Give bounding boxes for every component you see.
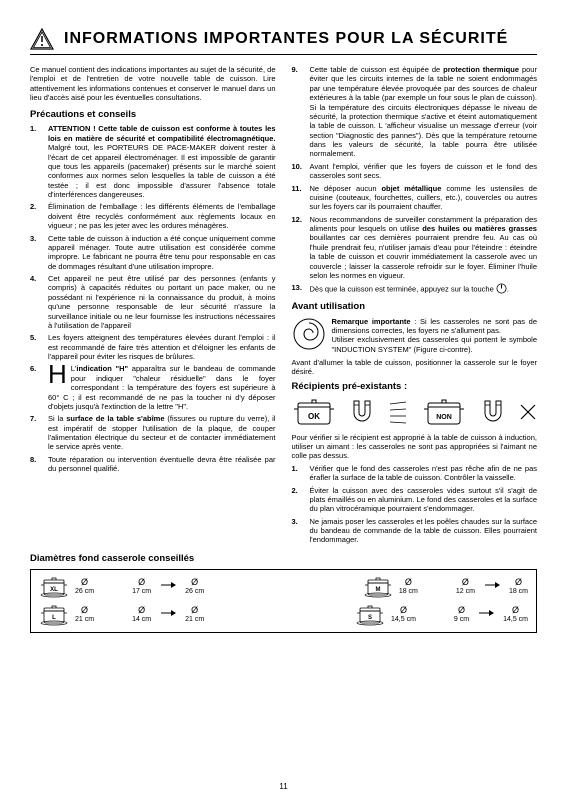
page-title: INFORMATIONS IMPORTANTES POUR LA SÉCURIT… — [64, 29, 508, 49]
svg-text:M: M — [375, 587, 380, 593]
avant-heading: Avant utilisation — [292, 301, 538, 313]
diameters-heading: Diamètres fond casserole conseillés — [30, 553, 537, 565]
pot-ok-icon: OK — [292, 397, 336, 427]
zone-s: S Ø14,5 cmØ9 cmØ14,5 cm — [355, 604, 528, 626]
list-item: Ne jamais poser les casseroles et les po… — [292, 517, 538, 545]
radiate-icon — [388, 400, 408, 424]
recipients-heading: Récipients pré-existants : — [292, 381, 538, 393]
diam-row: L Ø21 cmØ14 cmØ21 cm S Ø14,5 cmØ9 cmØ14,… — [39, 604, 528, 626]
svg-text:NON: NON — [437, 414, 453, 421]
ok-non-row: OK NON — [292, 397, 538, 427]
list-item: ATTENTION ! Cette table de cuisson est c… — [30, 124, 276, 199]
list-item: Élimination de l'emballage : les différe… — [30, 202, 276, 230]
list-item: Si la surface de la table s'abîme (fissu… — [30, 414, 276, 452]
pre-position-text: Avant d'allumer la table de cuisson, pos… — [292, 358, 538, 377]
diam-row: XL Ø26 cmØ17 cmØ26 cm M Ø18 cmØ12 cmØ18 … — [39, 576, 528, 598]
big-h-icon: H — [48, 364, 67, 385]
magnet-icon — [481, 399, 505, 425]
svg-text:L: L — [52, 615, 56, 621]
remark-row: Remarque importante : Si les casseroles … — [292, 317, 538, 355]
induction-coil-icon — [292, 317, 326, 351]
list-item: Nous recommandons de surveiller constamm… — [292, 215, 538, 281]
list-item: Cet appareil ne peut être utilisé par de… — [30, 274, 276, 330]
pot-non-icon: NON — [422, 397, 466, 427]
page-number: 11 — [0, 782, 567, 792]
list-item: Toute réparation ou intervention éventue… — [30, 455, 276, 474]
list-item: Cette table de cuisson à induction a été… — [30, 234, 276, 272]
warning-icon — [30, 28, 54, 50]
zone-l: L Ø21 cmØ14 cmØ21 cm — [39, 604, 204, 626]
zone-m: M Ø18 cmØ12 cmØ18 cm — [363, 576, 528, 598]
power-icon — [496, 283, 507, 296]
list-item: Les foyers atteignent des températures é… — [30, 333, 276, 361]
diameters-box: XL Ø26 cmØ17 cmØ26 cm M Ø18 cmØ12 cmØ18 … — [30, 569, 537, 633]
list-item: Dès que la cuisson est terminée, appuyez… — [292, 283, 538, 296]
page-header: INFORMATIONS IMPORTANTES POUR LA SÉCURIT… — [30, 28, 537, 55]
list-item: Vérifier que le fond des casseroles n'es… — [292, 464, 538, 483]
svg-text:XL: XL — [50, 587, 58, 593]
list-item: Cette table de cuisson est équipée de pr… — [292, 65, 538, 159]
intro-text: Ce manuel contient des indications impor… — [30, 65, 276, 103]
verify-text: Pour vérifier si le récipient est approp… — [292, 433, 538, 461]
body-columns: Ce manuel contient des indications impor… — [30, 65, 537, 545]
precautions-heading: Précautions et conseils — [30, 109, 276, 121]
verify-list: Vérifier que le fond des casseroles n'es… — [292, 464, 538, 545]
list-item: Éviter la cuisson avec des casseroles vi… — [292, 486, 538, 514]
svg-text:OK: OK — [308, 412, 320, 421]
list-item: HL'indication "H" apparaîtra sur le band… — [30, 364, 276, 411]
cross-icon — [519, 403, 537, 421]
list-item: Avant l'emploi, vérifier que les foyers … — [292, 162, 538, 181]
zone-xl: XL Ø26 cmØ17 cmØ26 cm — [39, 576, 204, 598]
list-item: Ne déposer aucun objet métallique comme … — [292, 184, 538, 212]
magnet-icon — [350, 399, 374, 425]
remark-text: Remarque importante : Si les casseroles … — [332, 317, 538, 355]
svg-text:S: S — [368, 615, 372, 621]
